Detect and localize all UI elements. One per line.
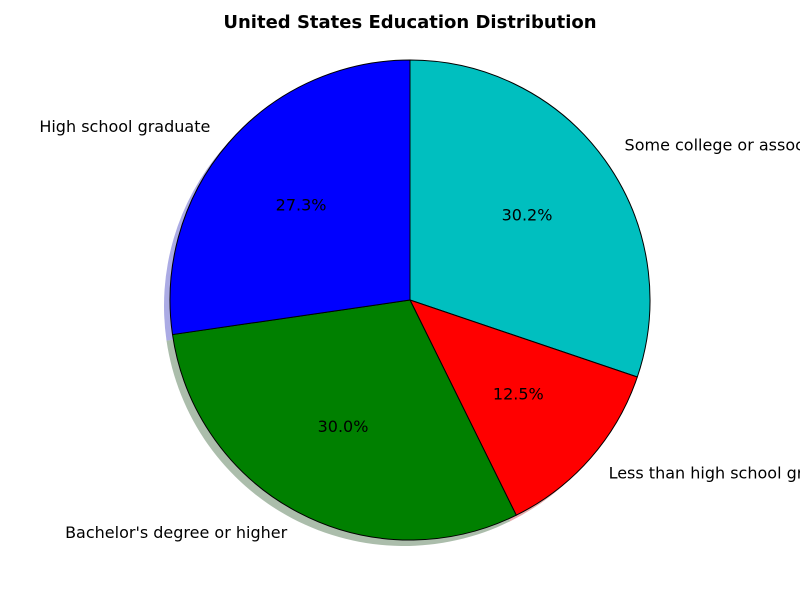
slice-label-high-school-graduate: High school graduate	[39, 117, 210, 136]
slice-percent-some-college-or-associate-s-degree: 30.2%	[502, 206, 553, 225]
slice-label-bachelor-s-degree-or-higher: Bachelor's degree or higher	[65, 523, 288, 542]
slice-label-some-college-or-associate-s-degree: Some college or associate's degree	[625, 136, 800, 155]
slice-percent-less-than-high-school-graduate: 12.5%	[493, 384, 544, 403]
pie-label-layer: Some college or associate's degree 30.2% L…	[39, 117, 800, 542]
pie-slice-less-than-high-school-graduate	[409, 299, 638, 516]
slice-percent-high-school-graduate: 27.3%	[276, 195, 327, 214]
pie-slice-layer	[169, 59, 651, 541]
pie-slice-some-college-or-associate-s-degree	[409, 59, 651, 378]
chart-title: United States Education Distribution	[223, 12, 596, 33]
slice-percent-bachelor-s-degree-or-higher: 30.0%	[318, 417, 369, 436]
slice-label-less-than-high-school-graduate: Less than high school graduate	[609, 463, 800, 482]
pie-slice-bachelor-s-degree-or-higher	[172, 299, 517, 541]
pie-slice-high-school-graduate	[169, 59, 411, 336]
